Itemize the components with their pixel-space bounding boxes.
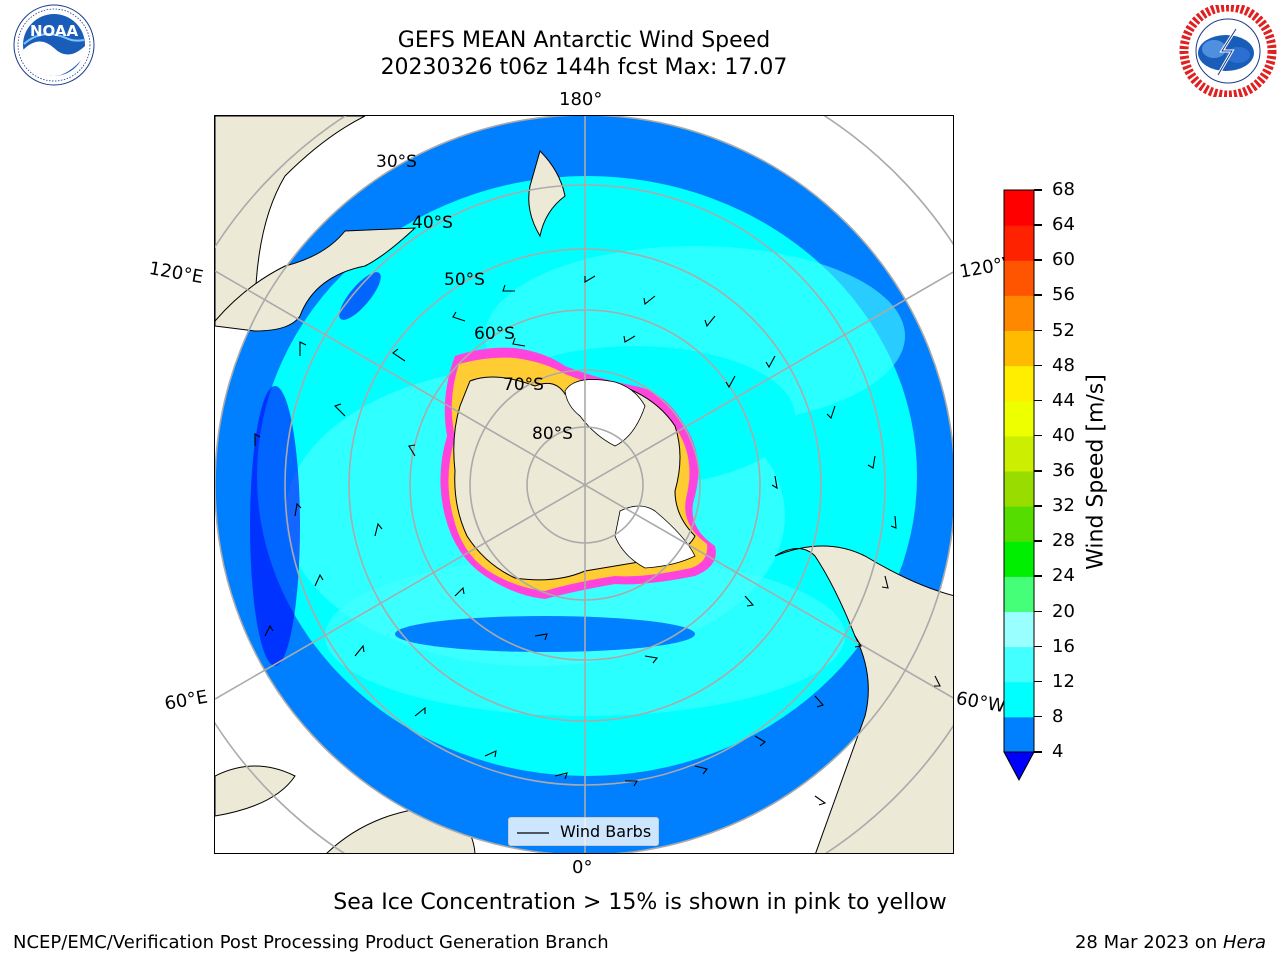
colorbar-tick-label: 44 [1052, 389, 1075, 411]
colorbar-tick-mark [1034, 364, 1042, 367]
nws-logo [1178, 2, 1278, 100]
colorbar-tick-mark [1034, 540, 1042, 542]
colorbar-tick-mark [1034, 715, 1042, 718]
colorbar-segment [1004, 330, 1034, 367]
footer-date: 28 Mar 2023 on Hera [1075, 932, 1266, 953]
wind-barbs-legend: Wind Barbs [508, 817, 659, 846]
colorbar-segment [1004, 435, 1034, 472]
colorbar-tick-label: 56 [1052, 284, 1075, 306]
colorbar-tick-mark [1034, 294, 1042, 296]
colorbar-tick-mark [1034, 610, 1042, 612]
colorbar-tick-mark [1034, 505, 1042, 507]
colorbar-segment [1004, 716, 1034, 753]
colorbar-tick-mark [1034, 224, 1042, 226]
colorbar-segment [1004, 365, 1034, 402]
colorbar-segment [1004, 646, 1034, 683]
polar-map [214, 115, 954, 854]
colorbar-tick-label: 36 [1052, 460, 1075, 481]
lon-label-60e: 60°E [163, 686, 210, 715]
footer-host: Hera [1222, 932, 1266, 953]
colorbar-tick-label: 52 [1052, 319, 1075, 341]
lat-label-60s: 60°S [474, 324, 515, 344]
lat-label-50s: 50°S [444, 270, 485, 290]
colorbar-tick-mark [1034, 751, 1042, 753]
footer-branch: NCEP/EMC/Verification Post Processing Pr… [13, 932, 609, 953]
colorbar-tick-label: 16 [1052, 635, 1075, 657]
colorbar-segment [1004, 611, 1034, 648]
colorbar-tick-label: 28 [1052, 530, 1075, 552]
colorbar-tick-mark [1034, 399, 1042, 402]
colorbar-tick-label: 48 [1052, 354, 1075, 376]
title-line-2: 20230326 t06z 144h fcst Max: 17.07 [380, 55, 788, 80]
lat-label-70s: 70°S [503, 375, 544, 395]
colorbar-extend-triangle [1003, 751, 1035, 782]
title-line-1: GEFS MEAN Antarctic Wind Speed [397, 28, 771, 53]
colorbar-tick-mark [1034, 470, 1042, 472]
colorbar-tick-mark [1034, 189, 1042, 191]
colorbar-segment [1004, 190, 1034, 226]
colorbar-segment [1004, 225, 1034, 261]
colorbar-tick-mark [1034, 645, 1042, 648]
wind-barbs [254, 275, 941, 806]
colorbar-tick-mark [1034, 329, 1042, 331]
colorbar-segment [1004, 260, 1034, 296]
colorbar-tick-label: 64 [1052, 214, 1075, 236]
sea-ice-caption: Sea Ice Concentration > 15% is shown in … [333, 890, 947, 915]
colorbar-tick-label: 4 [1052, 741, 1064, 762]
colorbar-tick-label: 24 [1052, 565, 1075, 587]
colorbar-tick-label: 20 [1052, 600, 1075, 622]
lat-label-40s: 40°S [412, 213, 453, 233]
noaa-logo-text: NOAA [30, 22, 79, 40]
colorbar-tick-label: 8 [1052, 705, 1064, 727]
legend-line-icon [517, 832, 549, 834]
lon-label-top: 180° [559, 89, 603, 110]
colorbar-segment [1004, 471, 1034, 507]
lon-label-120e: 120°E [147, 258, 205, 289]
colorbar-tick-label: 60 [1052, 249, 1075, 271]
colorbar-tick-label: 32 [1052, 495, 1075, 517]
colorbar-tick-mark [1034, 575, 1042, 577]
legend-label: Wind Barbs [560, 822, 652, 841]
colorbar-tick-mark [1034, 259, 1042, 261]
colorbar-tick-label: 12 [1052, 670, 1075, 692]
noaa-logo: NOAA [4, 4, 104, 86]
colorbar-segment [1004, 681, 1034, 718]
colorbar-segment [1004, 295, 1034, 331]
colorbar-tick-mark [1034, 434, 1042, 437]
colorbar-tick-mark [1034, 680, 1042, 683]
colorbar-tick-label: 40 [1052, 424, 1075, 446]
colorbar-tick-label: 68 [1052, 179, 1075, 200]
lon-label-bottom: 0° [572, 857, 593, 878]
colorbar-segment [1004, 400, 1034, 437]
lat-label-80s: 80°S [532, 424, 573, 444]
colorbar-segment [1004, 541, 1034, 577]
colorbar-segment [1004, 506, 1034, 542]
colorbar-segment [1004, 576, 1034, 612]
footer-date-text: 28 Mar 2023 on [1074, 932, 1223, 953]
lat-label-30s: 30°S [376, 152, 417, 172]
colorbar [1000, 186, 1040, 786]
colorbar-label: Wind Speed [m/s] [1083, 374, 1109, 570]
